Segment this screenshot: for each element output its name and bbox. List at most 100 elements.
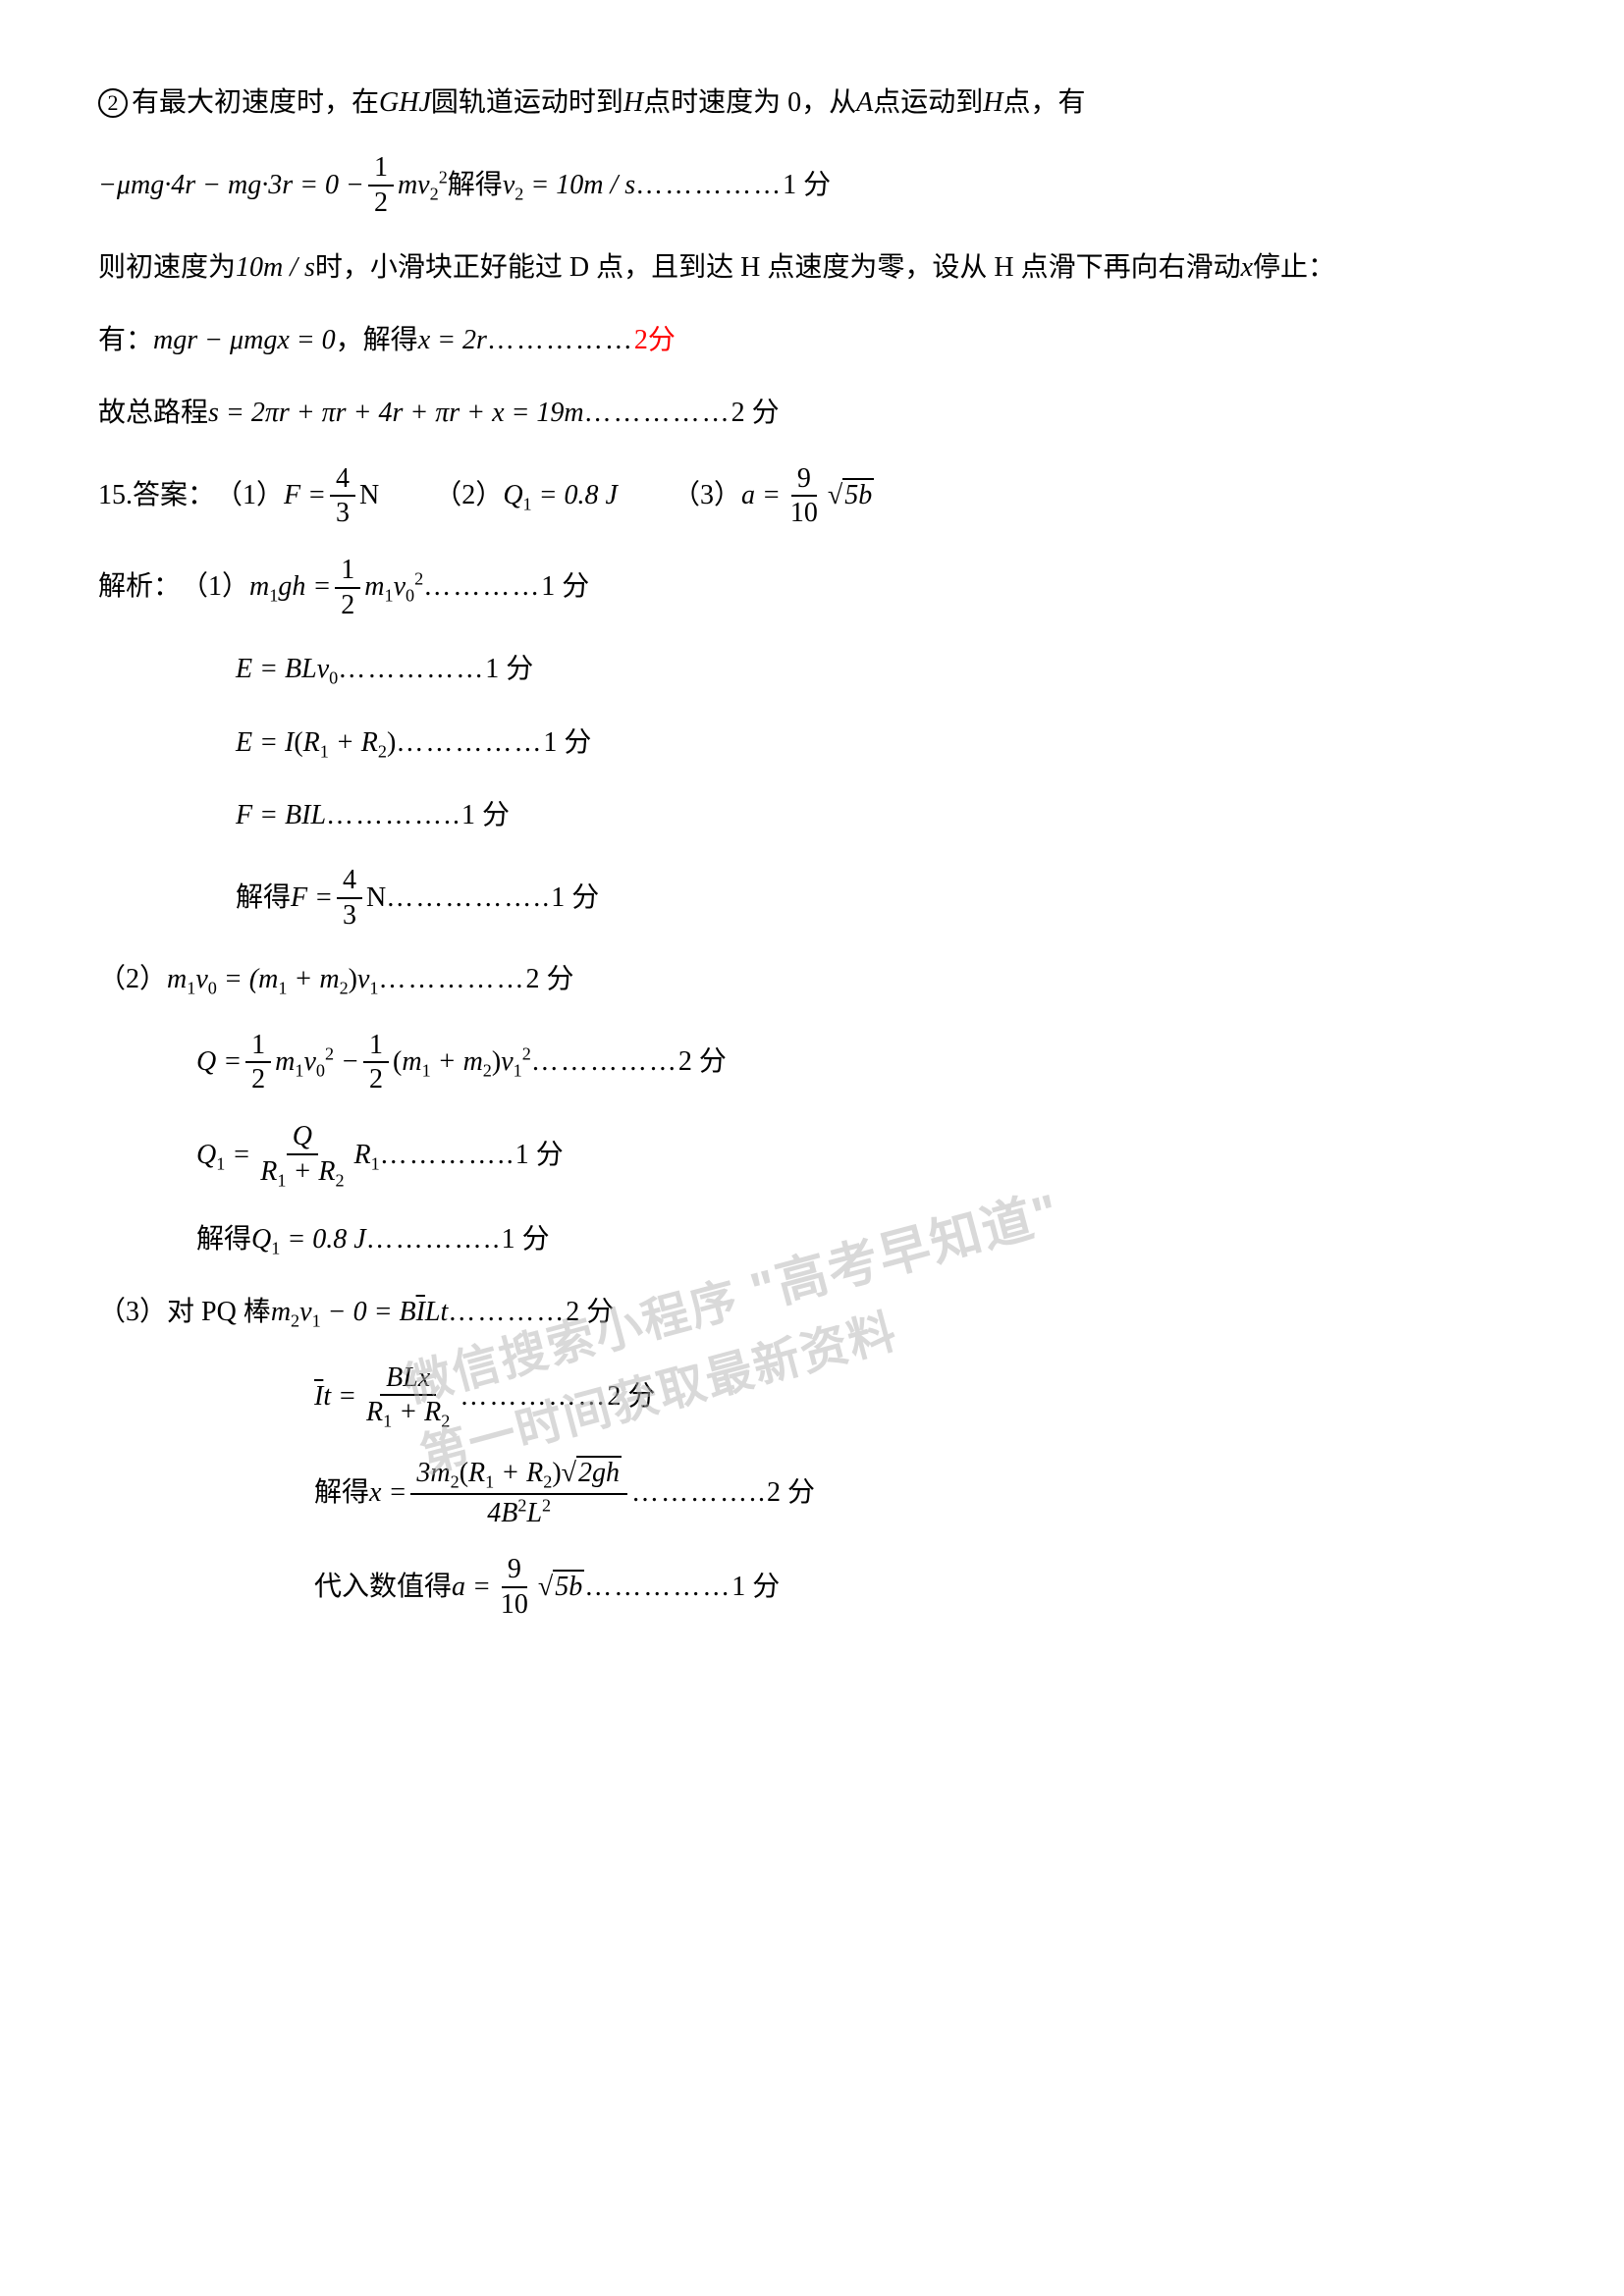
text: 点，有	[1003, 79, 1086, 128]
text: 点时速度为 0，从	[643, 79, 856, 128]
p3: （3）	[98, 1288, 167, 1337]
line-8: E = BLv0 …………… 1 分	[98, 645, 1526, 694]
v2: v2 = 10m / s	[503, 161, 635, 210]
score: 1 分	[502, 1215, 550, 1264]
dots: ……………	[584, 389, 731, 438]
F: F =	[284, 471, 326, 520]
sp	[379, 471, 434, 520]
h: H	[983, 79, 1002, 128]
dots: ……………	[396, 719, 543, 768]
sqrt: √5b	[828, 471, 874, 520]
solve: 解得	[448, 161, 503, 210]
line-14: Q1 = Q R1 + R2 R1 ………….. 1 分	[98, 1120, 1526, 1192]
score: 2 分	[767, 1468, 815, 1518]
fraction: 1 2	[368, 151, 394, 219]
sp	[618, 471, 673, 520]
x: x =	[369, 1468, 406, 1518]
Q1: Q1 =	[196, 1131, 250, 1180]
p2: （2）	[434, 471, 503, 520]
dots: ……………	[531, 1038, 678, 1087]
text: 停止：	[1253, 243, 1335, 293]
line-18: 解得 x = 3m2(R1 + R2)√2gh 4B2L2 ………….. 2 分	[98, 1457, 1526, 1529]
F: F =	[291, 874, 333, 923]
dots: …………	[448, 1288, 566, 1337]
N: N	[359, 471, 379, 520]
text: 点运动到	[873, 79, 983, 128]
fraction: 1 2	[363, 1029, 389, 1096]
text: 对 PQ 棒	[167, 1288, 271, 1337]
It: It =	[314, 1372, 356, 1421]
m1gh: m1gh =	[249, 562, 331, 612]
score: 2 分	[607, 1372, 655, 1421]
line-12: （2） m1v0 = (m1 + m2)v1 …………… 2 分	[98, 955, 1526, 1004]
a: A	[856, 79, 873, 128]
h: H	[623, 79, 643, 128]
score: 1 分	[461, 791, 510, 840]
line-16: （3） 对 PQ 棒 m2v1 − 0 = BILt ………… 2 分	[98, 1288, 1526, 1337]
line-10: F = BIL ………….. 1 分	[98, 791, 1526, 840]
score: 1 分	[731, 1563, 780, 1612]
score-red: 2分	[634, 316, 676, 365]
a: a =	[452, 1563, 491, 1612]
line-15: 解得 Q1 = 0.8 J ………….. 1 分	[98, 1215, 1526, 1264]
dots: ……………	[338, 645, 485, 694]
dots: …………..	[631, 1468, 767, 1518]
p2: （2）	[98, 955, 167, 1004]
eq: −μmg·4r − mg·3r = 0 −	[98, 161, 364, 210]
N: N	[366, 874, 386, 923]
line-17: It = BLx R1 + R2 …………… 2 分	[98, 1362, 1526, 1433]
p3: （3）	[673, 471, 741, 520]
text: 有：	[98, 316, 153, 365]
R1: R1	[354, 1131, 380, 1180]
line-5: 故总路程 s = 2πr + πr + 4r + πr + x = 19m ………	[98, 389, 1526, 438]
sqrt: √5b	[538, 1563, 584, 1612]
circled-2: 2	[98, 88, 128, 118]
line-19: 代入数值得 a = 9 10 √5b …………… 1 分	[98, 1553, 1526, 1621]
score: 2 分	[678, 1038, 727, 1087]
score: 1 分	[783, 161, 831, 210]
fraction: 1 2	[335, 554, 360, 621]
dots: ……………	[460, 1372, 607, 1421]
score: 1 分	[485, 645, 533, 694]
dots: ……………	[584, 1563, 731, 1612]
fraction: 4 3	[330, 462, 355, 530]
eq: m1v0 = (m1 + m2)v1	[167, 955, 379, 1004]
fraction: 1 2	[245, 1029, 271, 1096]
text: 解得	[236, 874, 291, 923]
dots: ……………..	[386, 874, 551, 923]
ghj: GHJ	[379, 79, 431, 128]
m1v02: m1v02 −	[275, 1038, 359, 1087]
dots: …………..	[326, 791, 461, 840]
line-2: −μmg·4r − mg·3r = 0 − 1 2 mv22 解得 v2 = 1…	[98, 151, 1526, 219]
score: 2 分	[731, 389, 780, 438]
p1: （1）	[215, 471, 284, 520]
x: x	[1241, 243, 1253, 293]
m12v12: (m1 + m2)v12	[393, 1038, 531, 1087]
s: s = 2πr + πr + 4r + πr + x = 19m	[208, 389, 584, 438]
mv22: mv22	[398, 161, 448, 210]
fraction: BLx R1 + R2	[360, 1362, 456, 1433]
dots: ……………	[487, 316, 634, 365]
F: F = BIL	[236, 791, 326, 840]
num: 15.	[98, 471, 133, 520]
Q1: Q1 = 0.8 J	[251, 1215, 366, 1264]
fraction: 4 3	[337, 864, 362, 932]
line-3: 则初速度为 10m / s 时，小滑块正好能过 D 点，且到达 H 点速度为零，…	[98, 243, 1526, 293]
score: 1 分	[515, 1131, 564, 1180]
score: 2 分	[566, 1288, 614, 1337]
line-1: 2 有最大初速度时，在 GHJ 圆轨道运动时到 H 点时速度为 0，从 A 点运…	[98, 79, 1526, 128]
text: 代入数值得	[314, 1563, 452, 1612]
Q1: Q1 = 0.8 J	[503, 471, 618, 520]
line-13: Q = 1 2 m1v02 − 1 2 (m1 + m2)v12 …………… 2…	[98, 1029, 1526, 1096]
m1v02: m1v02	[364, 562, 423, 612]
text: 解析：	[98, 562, 181, 612]
p1: （1）	[181, 562, 249, 612]
fraction: Q R1 + R2	[254, 1120, 350, 1192]
a: a =	[741, 471, 781, 520]
line-4: 有： mgr − μmgx = 0 ，解得 x = 2r …………… 2分	[98, 316, 1526, 365]
line-6: 15. 答案： （1） F = 4 3 N （2） Q1 = 0.8 J （3）…	[98, 462, 1526, 530]
fraction: 9 10	[495, 1553, 534, 1621]
Q: Q =	[196, 1038, 242, 1087]
eq: mgr − μmgx = 0	[153, 316, 336, 365]
dots: …………..	[366, 1215, 502, 1264]
